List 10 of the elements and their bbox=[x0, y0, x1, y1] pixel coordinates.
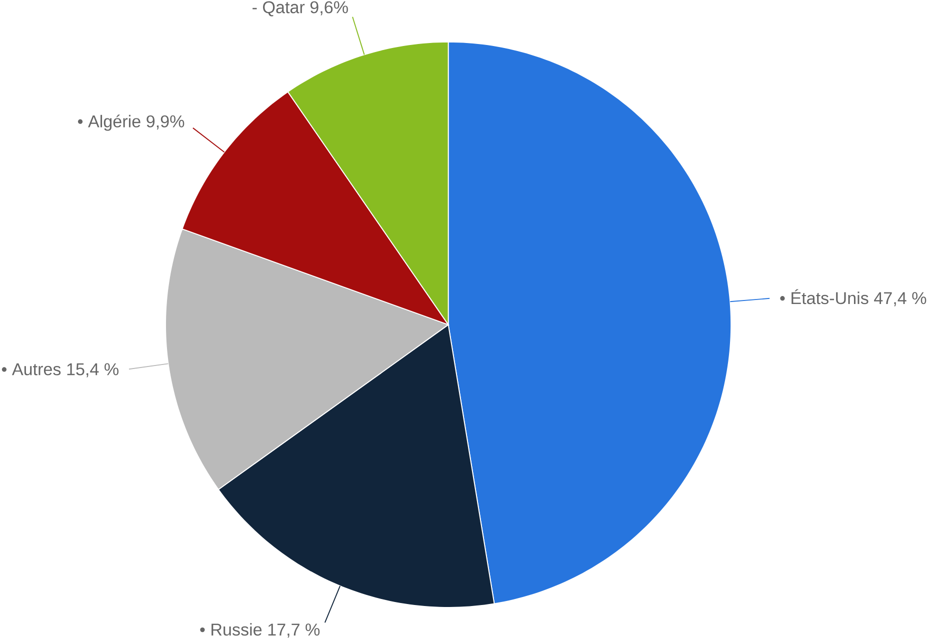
slice-label: • Russie bbox=[200, 623, 262, 636]
data-label: 9,9% bbox=[146, 115, 184, 130]
slice-label: • Autres bbox=[2, 363, 61, 376]
slice-label: • Algérie bbox=[78, 114, 140, 131]
data-label: 47,4 % bbox=[874, 292, 926, 306]
data-label: 17,7 % bbox=[268, 624, 320, 638]
slice-label: • États-Unis bbox=[780, 289, 868, 304]
data-label: 9,6% bbox=[310, 1, 348, 16]
data-label: 15,4 % bbox=[67, 363, 118, 378]
slice-label: - Qatar bbox=[252, 1, 305, 16]
